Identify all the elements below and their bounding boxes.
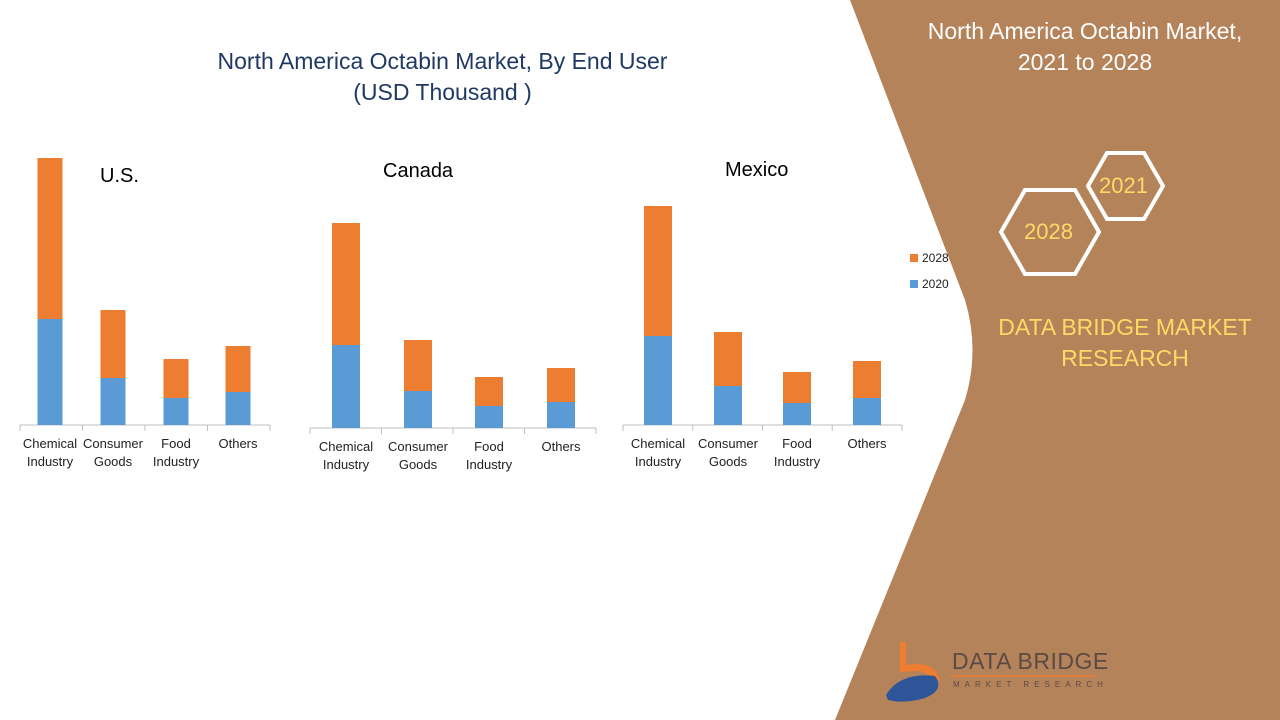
bar-2028 <box>547 368 575 402</box>
panel-title-us: U.S. <box>100 165 139 187</box>
right-panel <box>835 0 1280 720</box>
category-label: Others <box>847 436 887 451</box>
bar-2020 <box>644 336 672 425</box>
category-label: Goods <box>709 454 748 469</box>
bar-2020 <box>404 391 432 428</box>
right-title: North America Octabin Market, 2021 to 202… <box>900 16 1270 78</box>
bar-2028 <box>853 361 881 398</box>
category-label: Goods <box>94 454 133 469</box>
bar-2028 <box>37 158 63 319</box>
panel-title-canada: Canada <box>383 160 454 182</box>
right-title-line-1: North America Octabin Market, <box>927 18 1243 44</box>
bar-2020 <box>475 406 503 428</box>
bar-2020 <box>332 345 360 428</box>
logo-icon <box>886 642 940 702</box>
bar-2020 <box>714 386 742 425</box>
category-label: Industry <box>323 457 370 472</box>
legend-label-2020: 2020 <box>922 277 949 291</box>
category-label: Chemical <box>23 436 77 451</box>
bar-2028 <box>404 340 432 391</box>
logo-text: DATA BRIDGE <box>952 648 1109 674</box>
bar-2028 <box>100 310 126 378</box>
category-label: Industry <box>153 454 200 469</box>
hexagon-2021 <box>1085 151 1166 221</box>
bar-2028 <box>332 223 360 345</box>
category-label: Chemical <box>631 436 685 451</box>
bar-2020 <box>853 398 881 425</box>
category-label: Food <box>161 436 191 451</box>
right-title-line-2: 2021 to 2028 <box>1017 49 1153 75</box>
hex-label-2021: 2021 <box>1099 173 1148 198</box>
brand-line-2: RESEARCH <box>1061 345 1189 371</box>
logo-subtext: MARKET RESEARCH <box>953 680 1108 689</box>
bar-2020 <box>225 392 251 425</box>
brand-line-1: DATA BRIDGE MARKET <box>998 314 1252 340</box>
chart-title: North America Octabin Market, By End Use… <box>170 46 715 108</box>
hex-label-2028: 2028 <box>1024 219 1073 244</box>
category-label: Others <box>541 439 581 454</box>
category-label: Industry <box>635 454 682 469</box>
bar-2020 <box>100 378 126 425</box>
category-label: Consumer <box>698 436 759 451</box>
title-line-1: North America Octabin Market, By End Use… <box>217 48 668 74</box>
bar-2028 <box>163 359 189 398</box>
category-label: Consumer <box>388 439 449 454</box>
title-line-2: (USD Thousand ) <box>353 79 532 105</box>
category-label: Food <box>782 436 812 451</box>
legend-item-2020: 2020 <box>910 277 949 291</box>
bar-2028 <box>714 332 742 386</box>
category-label: Industry <box>27 454 74 469</box>
bar-2020 <box>37 319 63 425</box>
bar-2028 <box>475 377 503 406</box>
category-label: Industry <box>774 454 821 469</box>
panel-title-mexico: Mexico <box>725 159 789 181</box>
category-label: Industry <box>466 457 513 472</box>
brand-text: DATA BRIDGE MARKET RESEARCH <box>985 312 1265 374</box>
category-label: Goods <box>399 457 438 472</box>
legend-swatch-2028 <box>910 254 918 262</box>
bar-2020 <box>783 403 811 425</box>
category-label: Food <box>474 439 504 454</box>
bar-2020 <box>547 402 575 428</box>
legend-item-2028: 2028 <box>910 251 949 265</box>
bar-2028 <box>783 372 811 403</box>
legend-swatch-2020 <box>910 280 918 288</box>
category-label: Consumer <box>83 436 144 451</box>
hexagon-2028 <box>998 188 1102 276</box>
category-label: Others <box>218 436 258 451</box>
bar-2020 <box>163 398 189 425</box>
bar-2028 <box>225 346 251 392</box>
legend-label-2028: 2028 <box>922 251 949 265</box>
category-label: Chemical <box>319 439 373 454</box>
bar-2028 <box>644 206 672 336</box>
